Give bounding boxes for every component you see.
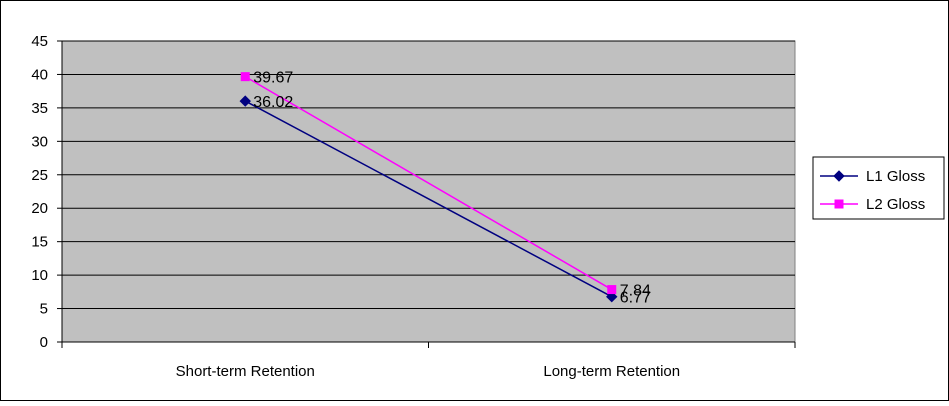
y-tick-label: 40 <box>31 66 48 83</box>
data-point <box>240 72 250 82</box>
plot-area <box>61 40 796 343</box>
gridlines <box>62 40 795 310</box>
y-tick-label: 5 <box>40 301 48 318</box>
series-line-1 <box>244 100 613 298</box>
legend-label: L2 Gloss <box>866 196 925 213</box>
data-labels: 36.02 6.77 39.67 7.84 <box>253 70 651 307</box>
axes: 0 5 10 15 20 25 30 35 40 45 Short-term Retention Lo… <box>31 33 796 380</box>
y-tick-label: 10 <box>31 267 48 284</box>
legend-marker <box>834 199 844 209</box>
series <box>239 72 618 303</box>
y-tick-label: 25 <box>31 167 48 184</box>
legend: L1 Gloss L2 Gloss <box>812 156 945 220</box>
y-tick-label: 30 <box>31 133 48 150</box>
data-point <box>239 95 251 107</box>
y-tick-label: 20 <box>31 200 48 217</box>
legend-marker <box>833 170 845 182</box>
x-tick-label: Short-term Retention <box>176 363 315 380</box>
data-label: 39.67 <box>253 70 293 87</box>
y-tick-label: 0 <box>40 334 48 351</box>
data-label: 7.84 <box>620 283 651 300</box>
y-tick-label: 45 <box>31 33 48 50</box>
data-point <box>606 291 618 303</box>
data-label: 6.77 <box>620 290 651 307</box>
data-point <box>607 285 617 295</box>
series-line-2 <box>244 76 613 291</box>
legend-label: L1 Gloss <box>866 168 925 185</box>
x-tick-label: Long-term Retention <box>543 363 680 380</box>
y-tick-label: 15 <box>31 234 48 251</box>
data-label: 36.02 <box>253 94 293 111</box>
y-tick-label: 35 <box>31 100 48 117</box>
legend-box <box>812 156 945 220</box>
